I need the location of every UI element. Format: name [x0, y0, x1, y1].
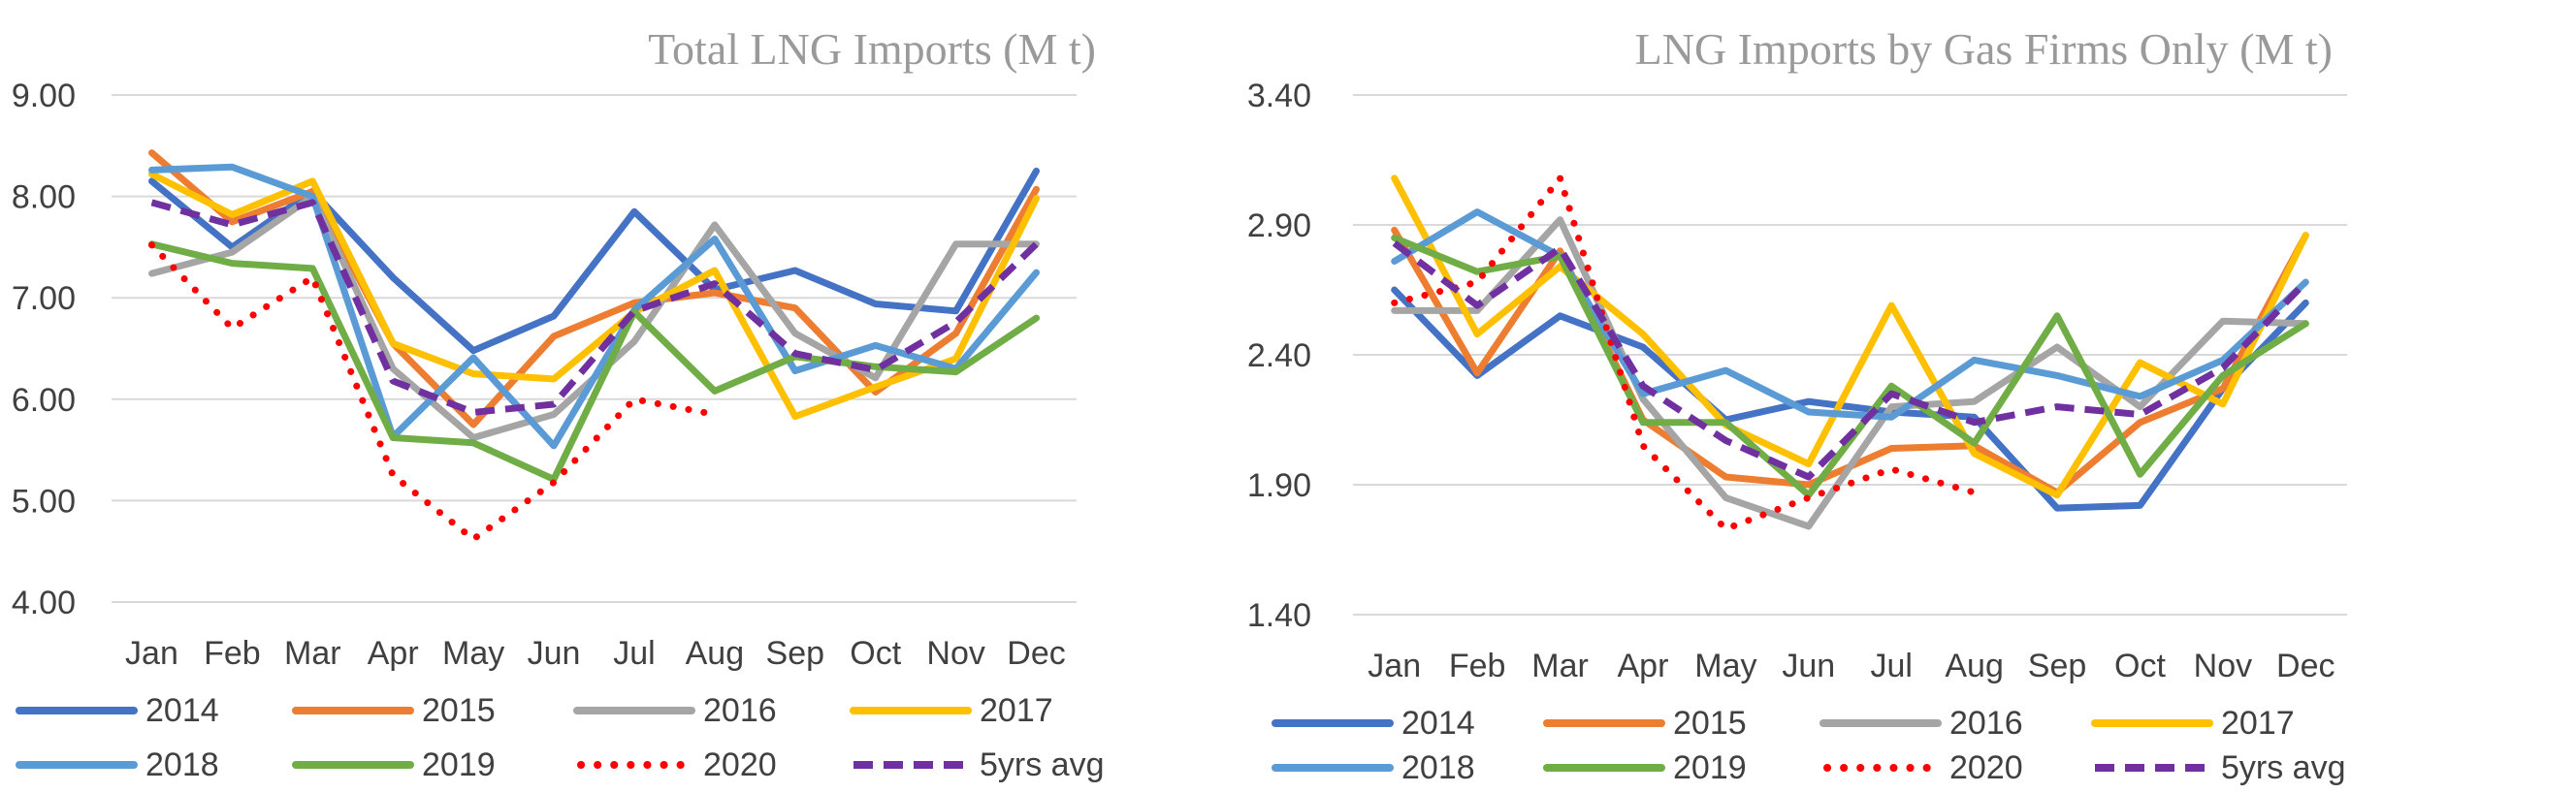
x-tick-label: Nov [2194, 648, 2252, 684]
x-tick-label: Mar [284, 635, 341, 672]
legend-label-5yrs-avg: 5yrs avg [2221, 749, 2346, 786]
chart-2: LNG Imports by Gas Firms Only (M t) 1.40 1… [1247, 24, 2347, 786]
legend-label-2018: 2018 [145, 746, 219, 783]
x-tick-label: Apr [1617, 648, 1668, 684]
series-line-2014 [1391, 286, 2309, 512]
y-tick-label: 8.00 [12, 179, 76, 216]
x-tick-label: Oct [850, 635, 901, 672]
x-tick-label: Sep [2028, 648, 2087, 684]
x-tick-label: Jun [1782, 648, 1835, 684]
x-tick-label: Jan [125, 635, 178, 672]
x-tick-label: May [1694, 648, 1756, 684]
x-tick-label: Jan [1368, 648, 1421, 684]
y-tick-label: 7.00 [12, 280, 76, 317]
chart-title: LNG Imports by Gas Firms Only (M t) [1635, 24, 2333, 74]
x-tick-label: Apr [368, 635, 419, 672]
series-line-2020 [1391, 174, 1979, 533]
series-line-5yrs-avg [150, 199, 1039, 416]
legend-label-2015: 2015 [1673, 705, 1747, 742]
legend-label-5yrs-avg: 5yrs avg [980, 746, 1105, 783]
legend-label-2017: 2017 [2221, 705, 2295, 742]
x-tick-label: Nov [926, 635, 984, 672]
legend-label-2020: 2020 [1949, 749, 2023, 786]
legend-label-2019: 2019 [422, 746, 496, 783]
series-line-5yrs-avg [1392, 240, 2308, 481]
series-line-2017 [148, 171, 1040, 421]
y-tick-label: 3.40 [1247, 78, 1311, 114]
legend-label-2016: 2016 [703, 692, 777, 729]
x-tick-label: Jul [1870, 648, 1912, 684]
x-tick-label: Jun [528, 635, 581, 672]
series-line-2019 [1391, 234, 2309, 499]
y-tick-label: 6.00 [12, 382, 76, 419]
y-tick-label: 5.00 [12, 483, 76, 520]
chart-1: Total LNG Imports (M t) 4.00 5.00 6.00 7.00 8… [12, 24, 1105, 783]
x-tick-label: Aug [686, 635, 745, 672]
y-tick-label: 1.40 [1247, 597, 1311, 634]
x-tick-label: Jul [613, 635, 655, 672]
y-tick-label: 2.40 [1247, 337, 1311, 374]
x-tick-label: Dec [2276, 648, 2334, 684]
x-tick-label: Sep [766, 635, 825, 672]
series-line-2018 [1391, 208, 2309, 421]
y-tick-label: 9.00 [12, 78, 76, 114]
x-tick-label: Dec [1007, 635, 1065, 672]
series-line-2014 [148, 167, 1040, 355]
x-tick-label: Feb [204, 635, 261, 672]
series-line-2020 [148, 241, 719, 543]
x-tick-label: Mar [1531, 648, 1589, 684]
legend-label-2016: 2016 [1949, 705, 2023, 742]
y-tick-label: 4.00 [12, 585, 76, 621]
legend-label-2020: 2020 [703, 746, 777, 783]
legend-label-2014: 2014 [1401, 705, 1475, 742]
series-line-2019 [148, 240, 1040, 483]
series-line-2017 [1391, 174, 2309, 499]
legend-label-2019: 2019 [1673, 749, 1747, 786]
x-tick-label: Oct [2114, 648, 2166, 684]
legend-label-2015: 2015 [422, 692, 496, 729]
legend-label-2014: 2014 [145, 692, 219, 729]
x-tick-label: May [442, 635, 504, 672]
legend-label-2018: 2018 [1401, 749, 1475, 786]
legend-label-2017: 2017 [980, 692, 1053, 729]
x-tick-label: Feb [1449, 648, 1506, 684]
y-tick-label: 2.90 [1247, 207, 1311, 244]
y-tick-label: 1.90 [1247, 467, 1311, 504]
series-line-2018 [148, 163, 1040, 450]
x-tick-label: Aug [1945, 648, 2004, 684]
chart-title: Total LNG Imports (M t) [648, 24, 1096, 74]
